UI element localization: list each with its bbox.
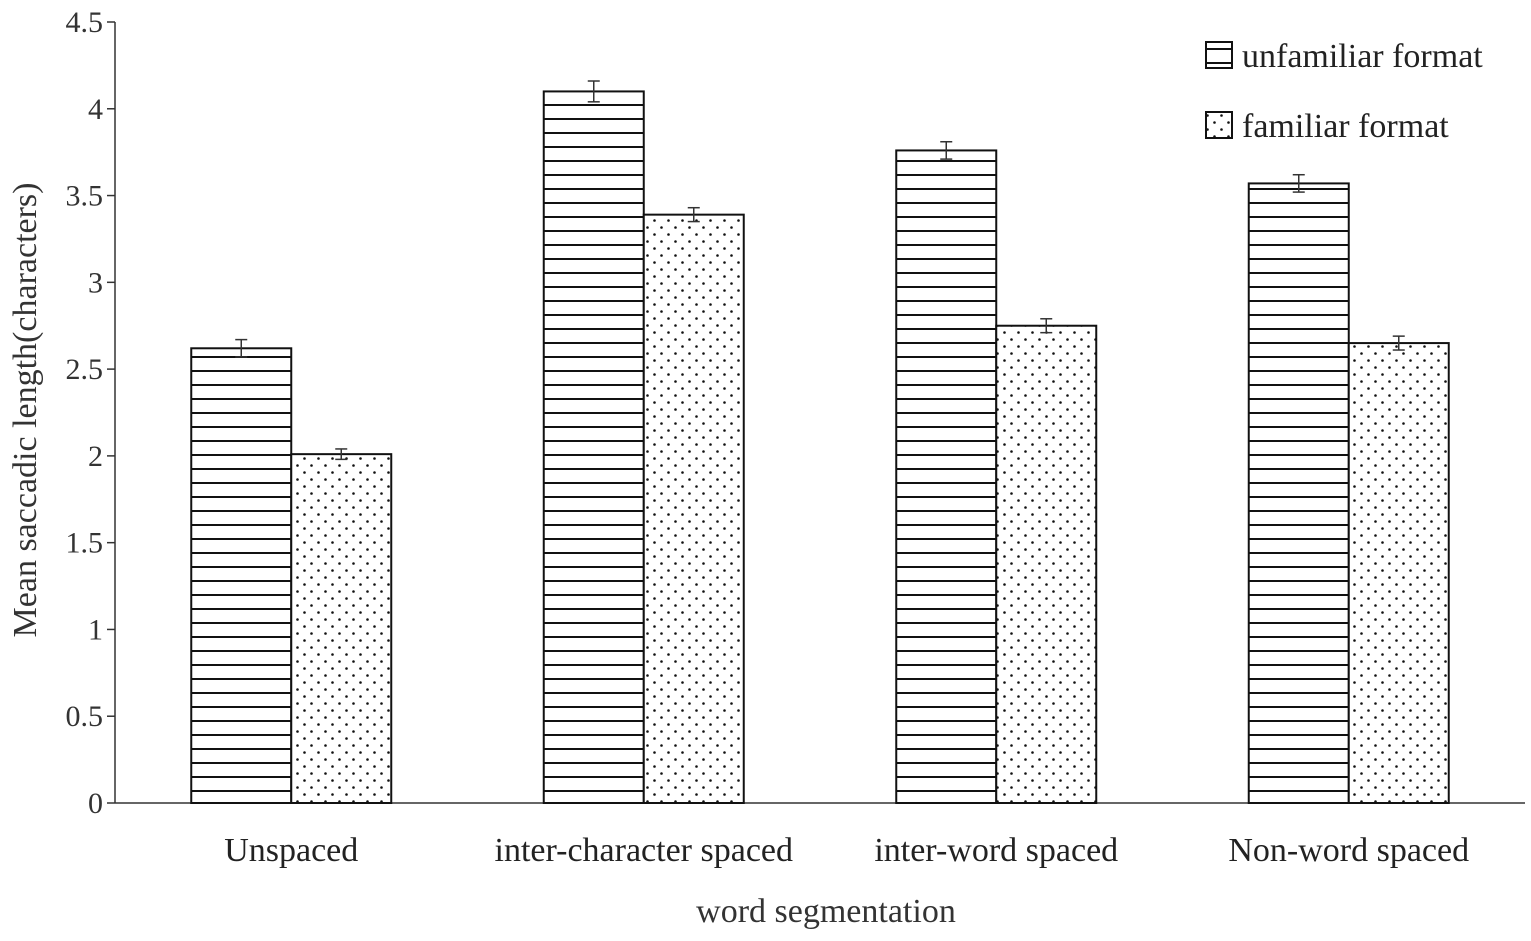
error-bar	[1040, 318, 1053, 334]
error-bar	[235, 338, 248, 358]
y-tick-label: 3	[88, 266, 103, 299]
x-category-label: inter-word spaced	[874, 832, 1118, 869]
legend-item: familiar format	[1205, 108, 1449, 145]
y-tick-label: 3.5	[66, 180, 104, 213]
y-tick-label: 1.5	[66, 527, 104, 560]
bar-unfamiliar	[895, 149, 998, 805]
bar-familiar	[995, 324, 1098, 804]
legend-swatch	[1205, 41, 1233, 69]
bar-familiar	[642, 213, 745, 804]
y-tick-label: 0.5	[66, 700, 104, 733]
error-bar	[335, 448, 348, 461]
x-axis-title: word segmentation	[696, 893, 956, 930]
y-tick-label: 0	[88, 787, 103, 820]
y-tick-label: 2.5	[66, 353, 104, 386]
y-tick-label: 4.5	[66, 6, 104, 39]
x-category-label: inter-character spaced	[495, 832, 794, 869]
legend-label: unfamiliar format	[1242, 38, 1483, 75]
legend-label: familiar format	[1242, 108, 1449, 145]
error-bar	[587, 80, 600, 103]
bar-unfamiliar	[1247, 182, 1350, 804]
error-bar	[687, 206, 700, 223]
error-bar	[940, 141, 953, 160]
legend: unfamiliar format familiar format	[1205, 38, 1483, 145]
y-tick-label: 2	[88, 440, 103, 473]
x-axis: Unspaced inter-character spaced inter-word…	[115, 802, 1525, 869]
error-bar	[1292, 173, 1305, 193]
y-axis-title: Mean saccadic length(characters)	[7, 183, 44, 638]
y-axis: 0 0.5 1 1.5 2 2.5 3 3.5 4 4.5	[66, 6, 116, 820]
legend-swatch	[1205, 111, 1233, 139]
bar-familiar	[290, 453, 393, 804]
y-tick-label: 4	[88, 93, 103, 126]
bars-group	[190, 80, 1450, 805]
legend-item: unfamiliar format	[1205, 38, 1483, 75]
error-bar	[1392, 335, 1405, 351]
bar-unfamiliar	[190, 347, 293, 804]
bar-familiar	[1347, 342, 1450, 804]
x-category-label: Non-word spaced	[1228, 832, 1469, 869]
y-tick-label: 1	[88, 613, 103, 646]
bar-unfamiliar	[542, 90, 645, 804]
x-category-label: Unspaced	[224, 832, 358, 869]
